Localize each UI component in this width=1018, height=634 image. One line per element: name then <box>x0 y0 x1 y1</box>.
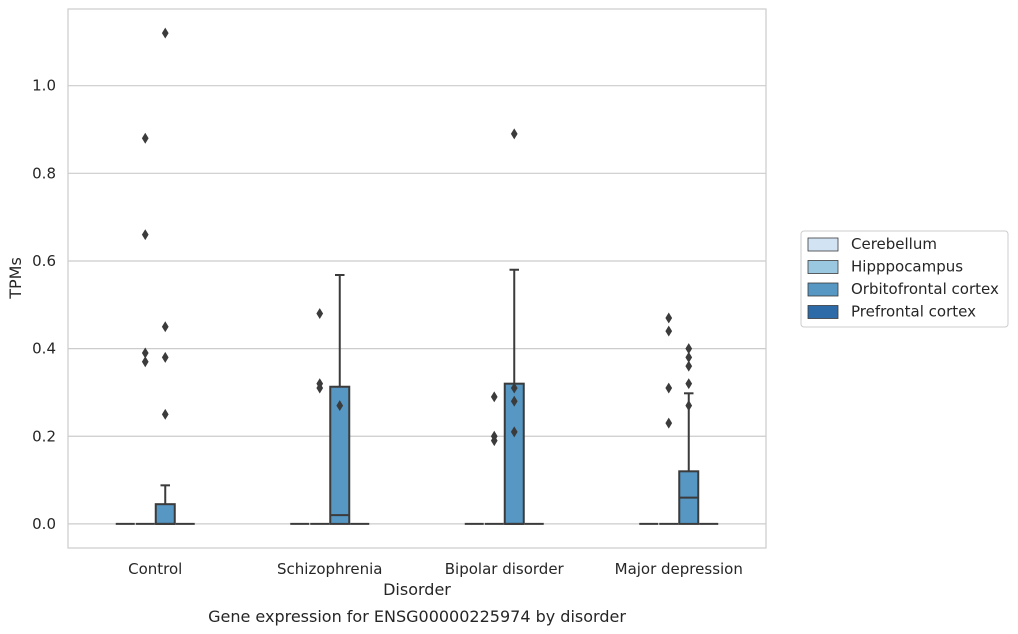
outlier-point <box>336 400 344 412</box>
figure-caption: Gene expression for ENSG00000225974 by d… <box>208 607 626 626</box>
box-group <box>659 312 679 525</box>
outlier-point <box>161 321 169 333</box>
boxes-layer <box>115 27 719 525</box>
legend-label: Orbitofrontal cortex <box>851 280 999 298</box>
outlier-point <box>490 391 498 403</box>
legend-label: Hipppocampus <box>851 258 963 276</box>
outlier-point <box>510 426 518 438</box>
legend-frame <box>800 230 1009 328</box>
legend-label: Cerebellum <box>851 235 937 253</box>
outlier-point <box>685 360 693 372</box>
outlier-point <box>685 351 693 363</box>
y-tick-label: 0.8 <box>32 164 56 182</box>
outlier-point <box>510 395 518 407</box>
outlier-point <box>685 343 693 355</box>
y-tick-label: 1.0 <box>32 77 56 95</box>
outlier-point <box>665 382 673 394</box>
legend-swatch <box>807 237 839 252</box>
box-iqr <box>329 385 351 525</box>
outlier-point <box>685 378 693 390</box>
y-tick-label: 0.2 <box>32 427 56 445</box>
x-tick-label: Bipolar disorder <box>445 560 565 578</box>
box-group <box>503 128 525 525</box>
legend: Cerebellum Hipppocampus Orbitofrontal cort… <box>800 230 1009 328</box>
x-tick-label: Schizophrenia <box>277 560 382 578</box>
box-group <box>329 273 351 525</box>
y-tick-label: 0.6 <box>32 252 56 270</box>
legend-label: Prefrontal cortex <box>851 303 976 321</box>
outlier-point <box>141 356 149 368</box>
legend-swatch <box>807 260 839 274</box>
outlier-point <box>141 229 149 241</box>
y-tick-label: 0.4 <box>32 340 56 358</box>
box-group <box>484 391 504 525</box>
outlier-point <box>316 378 324 390</box>
outlier-point <box>510 128 518 140</box>
x-tick-label: Major depression <box>615 560 743 578</box>
outlier-point <box>490 430 498 442</box>
box-group <box>310 308 330 525</box>
plot-frame <box>67 8 767 549</box>
y-tick-labels: 0.0 0.2 0.4 0.6 0.8 1.0 <box>32 77 56 533</box>
outlier-point <box>665 312 673 324</box>
box-group <box>135 132 155 525</box>
outlier-point <box>141 132 149 144</box>
x-axis-label: Disorder <box>383 580 451 599</box>
box-iqr <box>154 503 176 525</box>
x-tick-label: Control <box>128 560 182 578</box>
y-axis-label: TPMs <box>6 257 25 300</box>
box-group <box>154 27 176 525</box>
outlier-point <box>161 27 169 39</box>
outlier-point <box>161 408 169 420</box>
outlier-point <box>510 382 518 394</box>
outlier-point <box>665 417 673 429</box>
box-group <box>678 343 700 525</box>
outlier-point <box>685 400 693 412</box>
legend-swatch <box>807 305 839 319</box>
outlier-point <box>141 347 149 359</box>
outlier-point <box>316 308 324 320</box>
outlier-point <box>665 325 673 337</box>
outlier-point <box>161 351 169 363</box>
legend-swatch <box>807 282 839 297</box>
x-tick-labels: Control Schizophrenia Bipolar disorder Majo… <box>128 560 743 578</box>
y-tick-label: 0.0 <box>32 515 56 533</box>
plot-background <box>68 9 766 548</box>
